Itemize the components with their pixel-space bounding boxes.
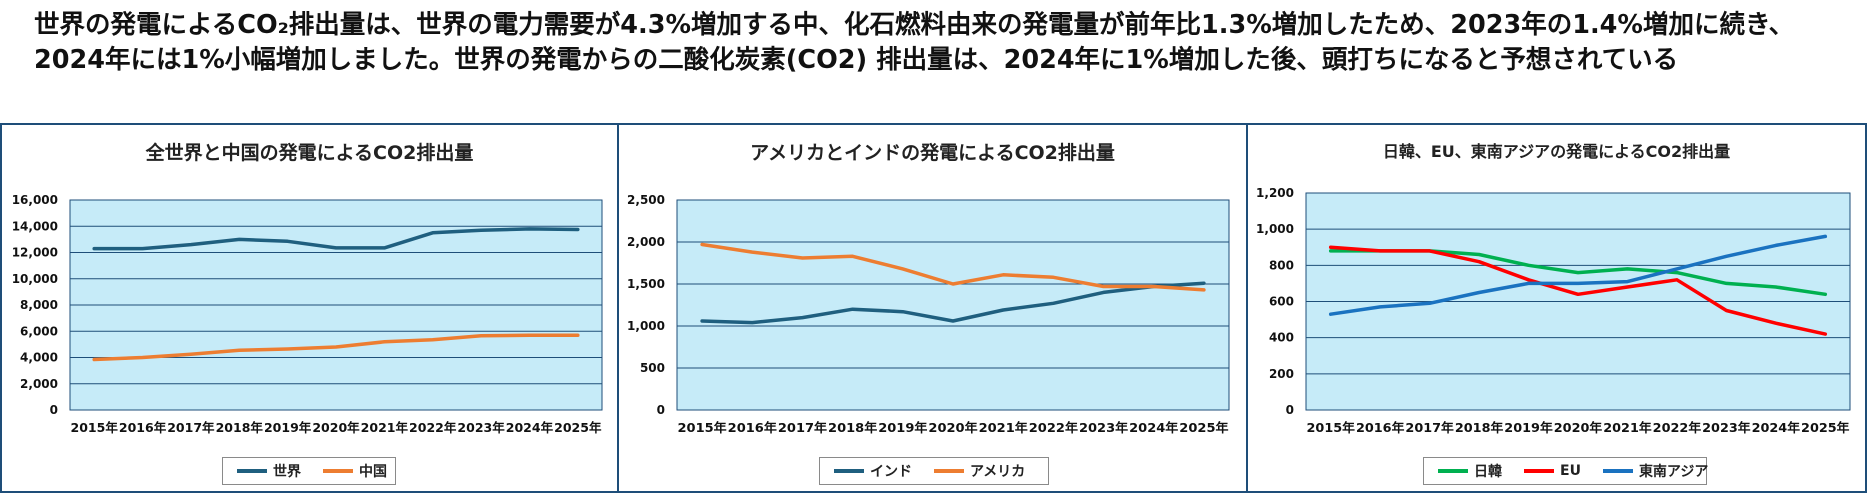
x-tick-label: 2025年 xyxy=(1801,420,1850,435)
x-tick-label: 2016年 xyxy=(728,420,778,435)
x-tick-label: 2022年 xyxy=(409,420,457,435)
x-tick-label: 2015年 xyxy=(71,420,119,435)
x-tick-label: 2019年 xyxy=(264,420,312,435)
x-tick-label: 2018年 xyxy=(216,420,264,435)
y-tick-label: 200 xyxy=(1269,367,1294,381)
y-tick-label: 16,000 xyxy=(12,193,58,207)
x-tick-label: 2015年 xyxy=(678,420,728,435)
y-tick-label: 8,000 xyxy=(20,298,58,312)
legend-usa-india: インド アメリカ xyxy=(819,457,1049,485)
chart-panel-usa-india: アメリカとインドの発電によるCO2排出量 0 500 1,000 1,500 2,000 2… xyxy=(617,123,1248,493)
y-tick-label: 800 xyxy=(1269,258,1294,272)
legend-label-china: 中国 xyxy=(359,464,387,480)
x-tick-label: 2016年 xyxy=(1356,420,1405,435)
legend-swatch-usa xyxy=(934,469,964,473)
x-tick-label: 2023年 xyxy=(1079,420,1129,435)
x-tick-label: 2025年 xyxy=(1179,420,1229,435)
x-tick-label: 2022年 xyxy=(1653,420,1702,435)
legend-swatch-india xyxy=(834,469,864,473)
x-tick-label: 2021年 xyxy=(979,420,1029,435)
chart-panel-world-china: 全世界と中国の発電によるCO2排出量 0 2,000 4,000 6,000 8,000 1… xyxy=(0,123,619,493)
y-tick-label: 14,000 xyxy=(12,219,58,233)
legend-item-southeast-asia: 東南アジア xyxy=(1602,461,1709,481)
legend-label-japan-korea: 日韓 xyxy=(1474,464,1502,480)
page-headline: 世界の発電によるCO₂排出量は、世界の電力需要が4.3%増加する中、化石燃料由来… xyxy=(34,10,1795,75)
legend-label-india: インド xyxy=(870,464,912,480)
y-tick-label: 6,000 xyxy=(20,324,58,338)
chart-title: 全世界と中国の発電によるCO2排出量 xyxy=(145,141,474,164)
x-tick-label: 2021年 xyxy=(361,420,409,435)
x-tick-label: 2025年 xyxy=(554,420,602,435)
legend-world-china: 世界 中国 xyxy=(222,457,396,485)
x-tick-label: 2023年 xyxy=(1702,420,1751,435)
x-tick-label: 2024年 xyxy=(1752,420,1801,435)
y-tick-label: 0 xyxy=(657,403,665,417)
legend-japan-korea-eu-sea: 日韓 EU 東南アジア xyxy=(1423,457,1709,485)
legend-swatch-eu xyxy=(1524,469,1554,473)
y-tick-label: 2,000 xyxy=(20,377,58,391)
y-tick-label: 4,000 xyxy=(20,351,58,365)
chart-world-china: 全世界と中国の発電によるCO2排出量 0 2,000 4,000 6,000 8,000 1… xyxy=(12,141,603,435)
legend-item-china: 中国 xyxy=(323,461,387,481)
legend-swatch-japan-korea xyxy=(1438,469,1468,473)
x-tick-label: 2020年 xyxy=(312,420,360,435)
x-tick-label: 2020年 xyxy=(1554,420,1603,435)
y-tick-label: 1,200 xyxy=(1256,186,1294,200)
x-tick-label: 2024年 xyxy=(1129,420,1179,435)
series-line-world xyxy=(92,227,580,251)
legend-label-southeast-asia: 東南アジア xyxy=(1638,464,1709,480)
y-tick-label: 0 xyxy=(50,403,58,417)
x-tick-label: 2024年 xyxy=(506,420,554,435)
plot-area xyxy=(676,199,1230,411)
x-tick-label: 2018年 xyxy=(1455,420,1504,435)
chart-japan-korea-eu-sea: 日韓、EU、東南アジアの発電によるCO2排出量 0 200 400 600 800 1,00… xyxy=(1256,142,1851,435)
chart-title: アメリカとインドの発電によるCO2排出量 xyxy=(750,141,1115,164)
legend-swatch-world xyxy=(237,469,267,473)
y-tick-label: 0 xyxy=(1286,403,1294,417)
legend-label-usa: アメリカ xyxy=(970,464,1026,480)
x-tick-label: 2023年 xyxy=(457,420,505,435)
x-tick-label: 2021年 xyxy=(1603,420,1652,435)
chart-usa-india: アメリカとインドの発電によるCO2排出量 0 500 1,000 1,500 2,000 2… xyxy=(627,141,1230,435)
chart-title: 日韓、EU、東南アジアの発電によるCO2排出量 xyxy=(1383,142,1730,161)
legend-swatch-china xyxy=(323,469,353,473)
y-tick-label: 1,000 xyxy=(627,319,665,333)
series-line-eu xyxy=(1328,245,1828,336)
x-tick-label: 2018年 xyxy=(828,420,878,435)
y-tick-label: 1,000 xyxy=(1256,222,1294,236)
legend-item-eu: EU xyxy=(1524,463,1581,479)
y-tick-label: 12,000 xyxy=(12,246,58,260)
legend-item-usa: アメリカ xyxy=(934,461,1025,481)
legend-item-india: インド xyxy=(834,461,912,481)
y-tick-label: 1,500 xyxy=(627,277,665,291)
legend-swatch-southeast-asia xyxy=(1602,469,1633,473)
y-tick-label: 600 xyxy=(1269,295,1294,309)
x-tick-label: 2015年 xyxy=(1307,420,1356,435)
y-tick-label: 2,000 xyxy=(627,235,665,249)
y-tick-label: 10,000 xyxy=(12,272,58,286)
x-tick-label: 2019年 xyxy=(1504,420,1553,435)
y-tick-label: 500 xyxy=(640,361,665,375)
series-line-southeast-asia xyxy=(1328,234,1828,316)
legend-label-world: 世界 xyxy=(273,464,301,480)
legend-label-eu: EU xyxy=(1560,463,1581,479)
x-tick-label: 2016年 xyxy=(119,420,167,435)
series-line-usa xyxy=(700,242,1206,292)
series-line-china xyxy=(92,333,580,362)
chart-panel-japan-korea-eu-sea: 日韓、EU、東南アジアの発電によるCO2排出量 0 200 400 600 800 1,00… xyxy=(1246,123,1867,493)
y-tick-label: 400 xyxy=(1269,331,1294,345)
x-tick-label: 2022年 xyxy=(1029,420,1079,435)
legend-item-japan-korea: 日韓 xyxy=(1438,461,1502,481)
x-tick-label: 2017年 xyxy=(167,420,215,435)
y-tick-label: 2,500 xyxy=(627,193,665,207)
x-tick-label: 2020年 xyxy=(928,420,978,435)
series-line-india xyxy=(700,281,1206,325)
x-tick-label: 2017年 xyxy=(1405,420,1454,435)
x-tick-label: 2017年 xyxy=(778,420,828,435)
legend-item-world: 世界 xyxy=(237,461,301,481)
x-tick-label: 2019年 xyxy=(878,420,928,435)
